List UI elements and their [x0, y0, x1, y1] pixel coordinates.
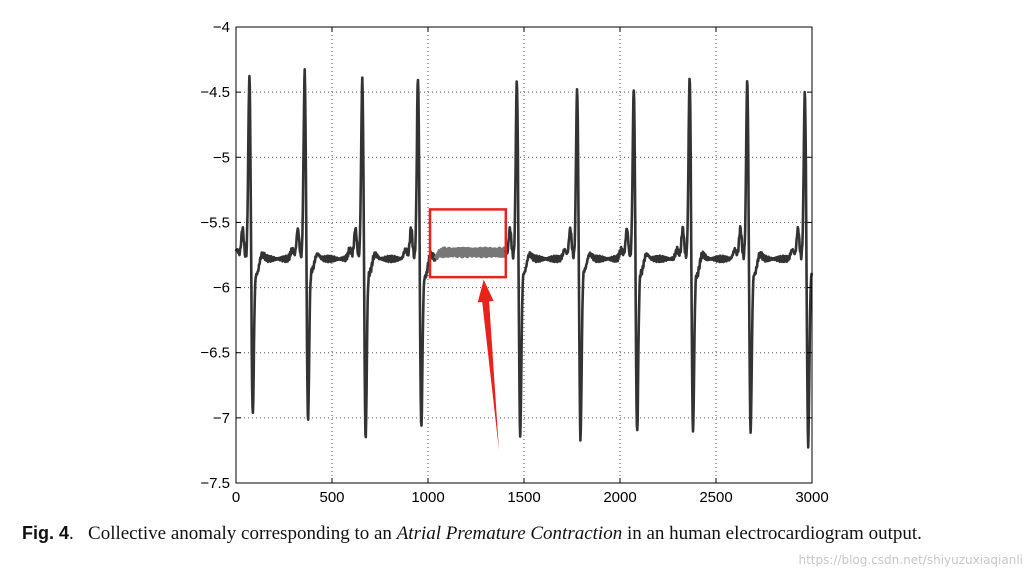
x-tick-label-5: 2500 — [699, 489, 732, 506]
y-tick-label-3: −5.5 — [200, 214, 230, 231]
x-tick-label-2: 1000 — [411, 489, 444, 506]
grid-lines — [236, 27, 812, 483]
x-tick-label-4: 2000 — [603, 489, 636, 506]
ecg-chart: 0 500 1000 1500 2000 2500 3000 −4−4.5−5−5.5−6−… — [200, 19, 829, 506]
watermark-url: https://blog.csdn.net/shiyuzuxiaqianli — [798, 553, 1023, 567]
y-tick-label-5: −6.5 — [200, 345, 230, 362]
y-tick-label-7: −7.5 — [200, 475, 230, 492]
x-tick-label-1: 500 — [319, 489, 344, 506]
ecg-series-line-post — [503, 77, 814, 449]
x-tick-label-0: 0 — [232, 489, 240, 506]
anomaly-highlight-box — [428, 208, 508, 279]
x-tick-label-6: 3000 — [795, 489, 828, 506]
figure-caption: Fig. 4. Collective anomaly corresponding… — [22, 522, 1017, 545]
caption-text-start: . Collective anomaly corresponding to an — [69, 523, 397, 544]
y-tick-label-0: −4 — [213, 19, 230, 36]
y-axis-ticks: −4 −4.5 −5 −5.5 −6 −6.5 −7 −7.5 — [200, 19, 812, 492]
annotation-arrow — [477, 279, 499, 451]
anomaly-segment — [433, 246, 508, 261]
figure-label: Fig. 4 — [22, 523, 70, 543]
y-tick-label-2: −5 — [213, 149, 230, 166]
annotations — [428, 208, 508, 451]
caption-emphasis: Atrial Premature Contraction — [396, 523, 623, 544]
y-tick-label-1: −4.5 — [200, 84, 230, 101]
y-tick-label-6: −7 — [213, 410, 230, 427]
x-tick-label-3: 1500 — [507, 489, 540, 506]
caption-text-end: in an human electrocardiogram output. — [622, 523, 922, 544]
ecg-series-line-pre — [234, 68, 437, 439]
x-axis-ticks: 0 500 1000 1500 2000 2500 3000 — [232, 27, 829, 506]
y-tick-label-4: −6 — [213, 280, 230, 297]
series-layer — [234, 68, 814, 449]
